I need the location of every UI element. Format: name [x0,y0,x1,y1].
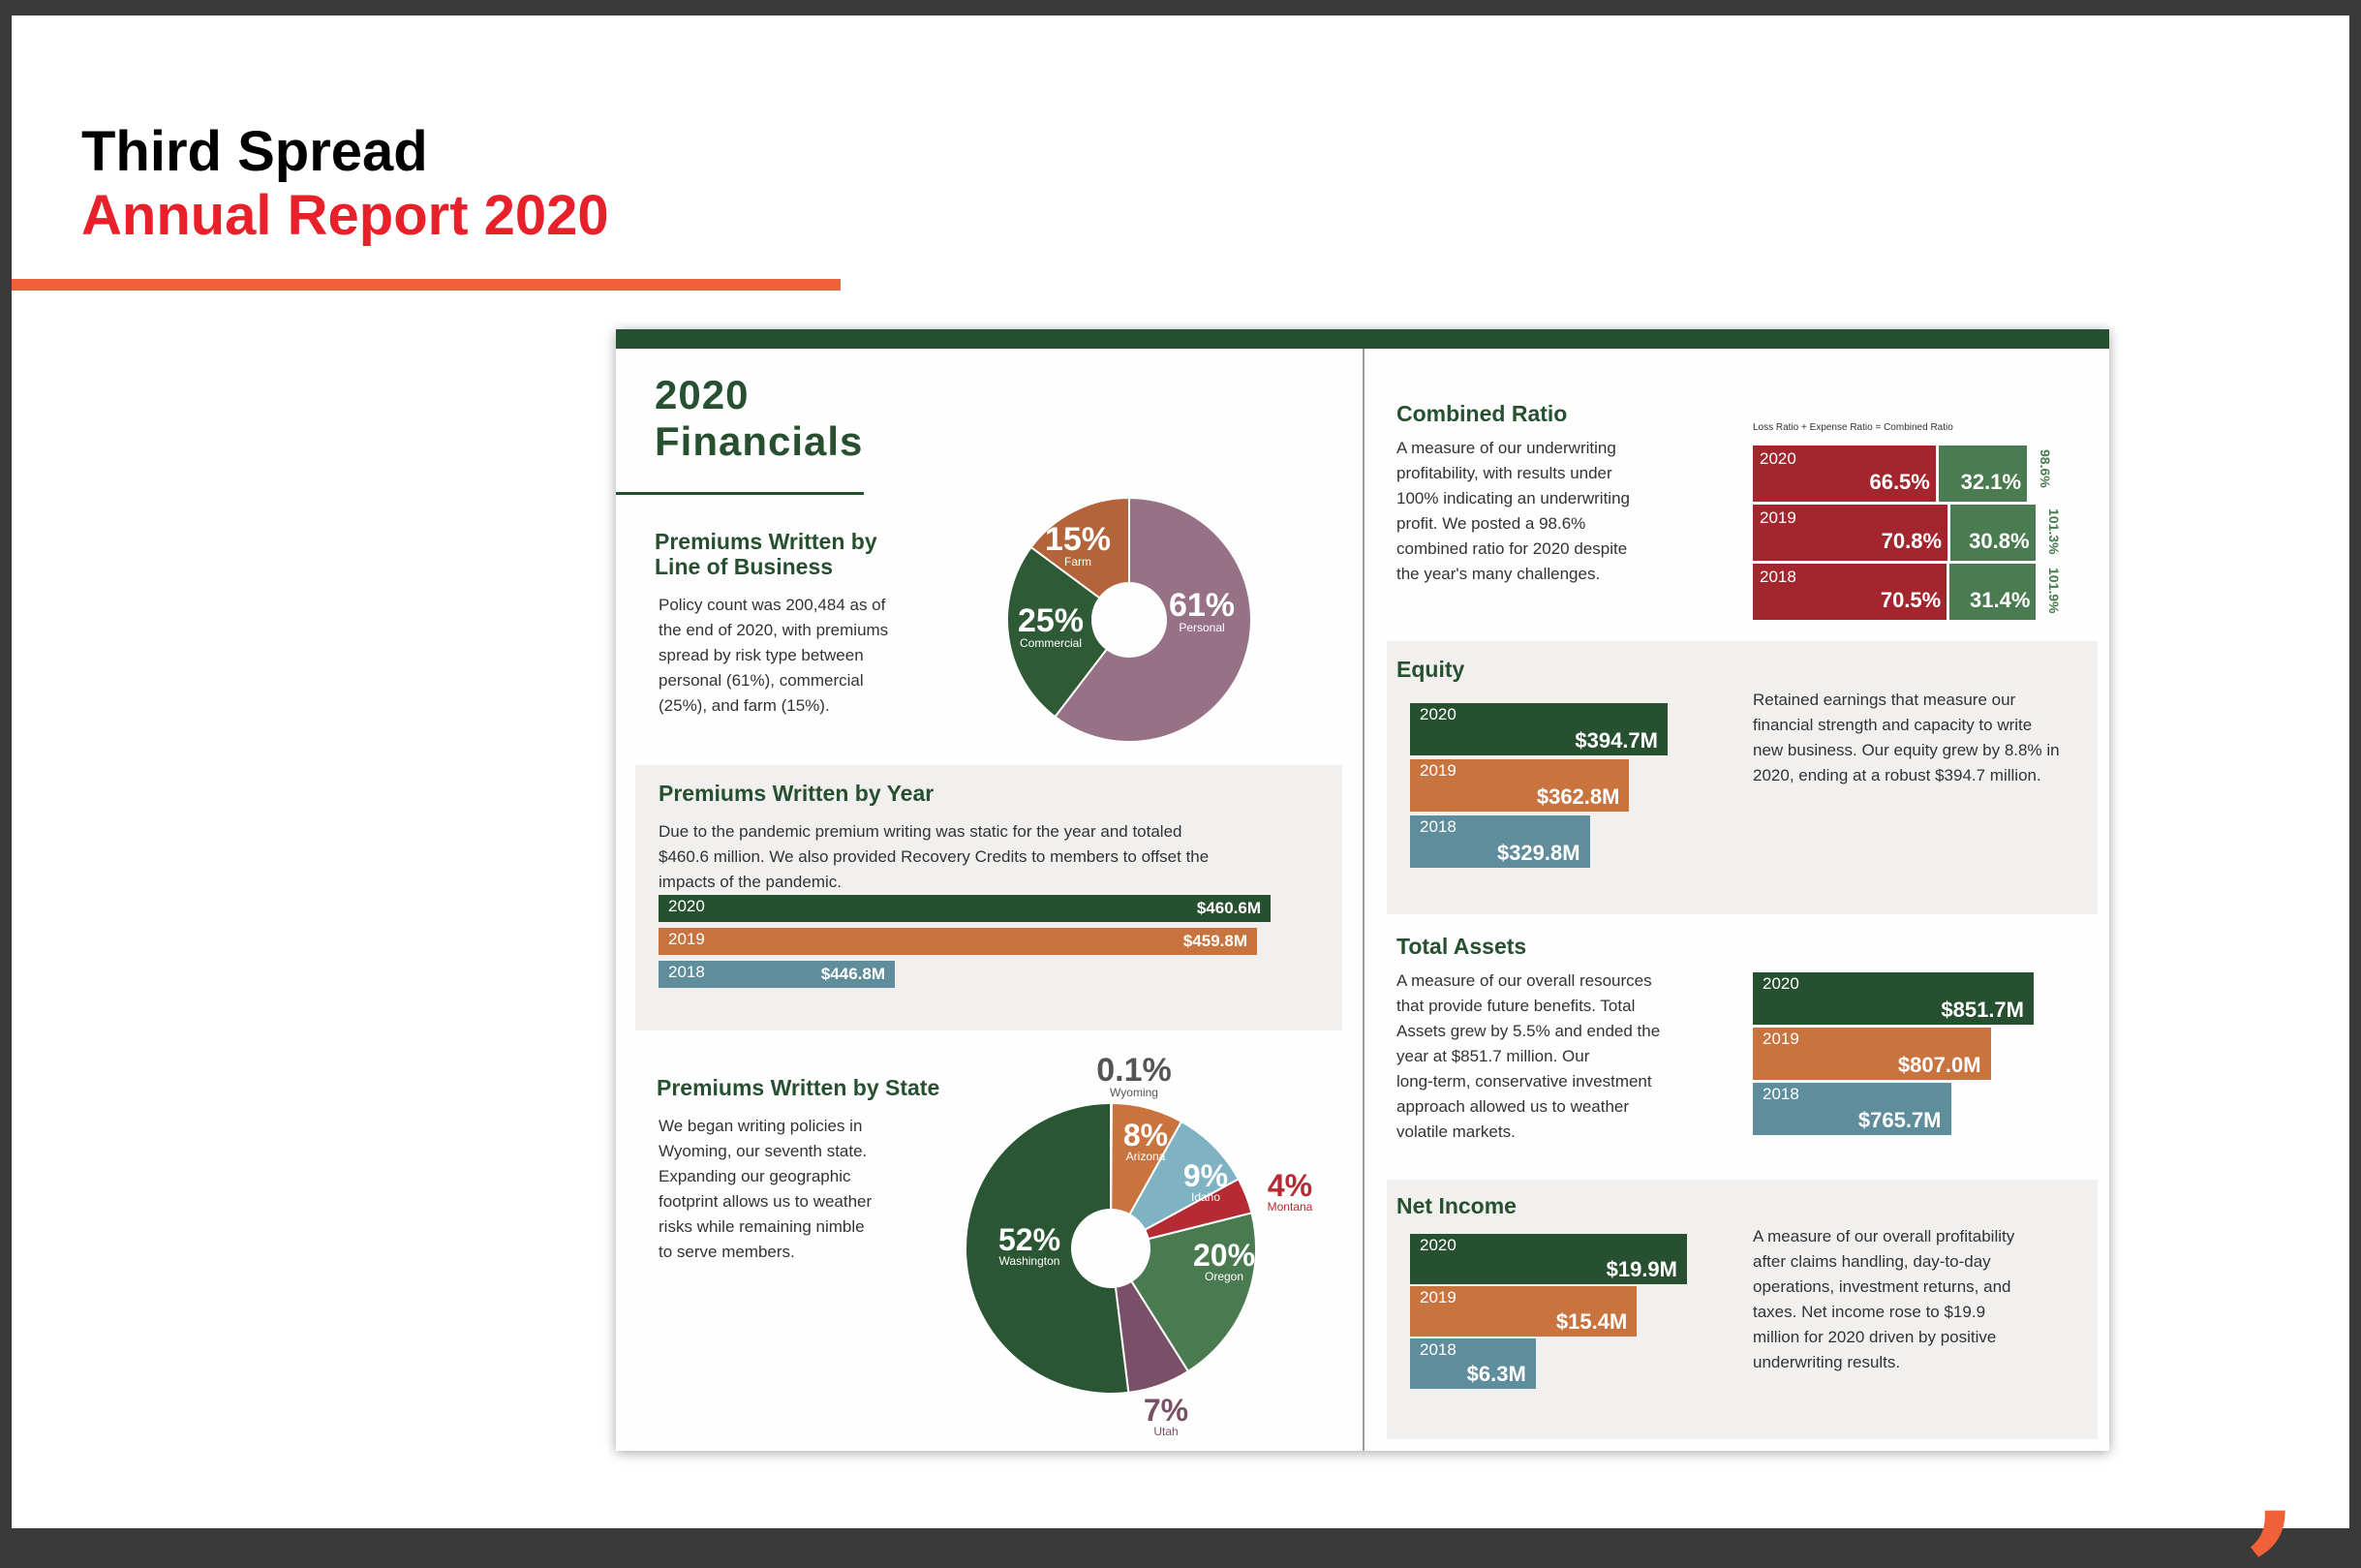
combined-ratio-loss-cell-2020: 2020 66.5% [1753,446,1936,502]
spread-top-bar [616,329,2109,349]
combined-ratio-expense-cell-2018: 31.4% [1949,564,2037,620]
by-year-value-label: $459.8M [1182,932,1247,950]
by-year-bar-2020: 2020 $460.6M [659,895,1271,922]
state-label-wyoming: 0.1% Wyoming [1096,1052,1172,1099]
lob-body: Policy count was 200,484 as of the end o… [659,596,889,715]
state-label-washington: 52% Washington [997,1222,1061,1268]
page-heading: Financials [655,418,864,464]
by-year-bar-2018: 2018 $446.8M [659,961,895,988]
lob-slice-farm [1029,496,1130,600]
net-income-year-label: 2020 [1420,1236,1456,1254]
combined-ratio-expense-cell-2020: 32.1% [1938,446,2028,502]
equity-value-label: $329.8M [1496,841,1580,865]
equity-year-label: 2020 [1420,705,1456,723]
combined-ratio-loss-cell-2018: 2018 70.5% [1753,564,1947,620]
combined-ratio-total-label: 101.3% [2045,508,2062,555]
lob-title-2: Line of Business [655,554,834,579]
equity-title: Equity [1396,657,1465,682]
combined-ratio-title: Combined Ratio [1396,401,1568,426]
combined-ratio-expense-cell-2019: 30.8% [1950,505,2036,561]
line-of-business-donut-chart [1006,496,1252,743]
combined-ratio-body: A measure of our underwriting profitabil… [1396,439,1630,583]
net-income-value-label: $15.4M [1555,1309,1628,1334]
net-income-body: A measure of our overall profitability a… [1753,1227,2015,1371]
spread-gutter [1363,349,1364,1451]
by-year-year-label: 2019 [668,930,705,948]
total-assets-body: A measure of our overall resources that … [1396,971,1661,1141]
net-income-title: Net Income [1396,1193,1517,1218]
state-slice-oregon [1129,1212,1257,1373]
total-assets-year-label: 2018 [1763,1085,1799,1103]
by-year-value-label: $460.6M [1196,899,1261,917]
state-label-arizona: 8% Arizona [1122,1118,1169,1163]
total-assets-value-label: $765.7M [1857,1108,1942,1132]
combined-ratio-total-label: 98.6% [2038,449,2054,488]
net-income-bar-2020: 2020 $19.9M [1410,1234,1687,1284]
equity-year-label: 2019 [1420,761,1456,780]
total-assets-value-label: $807.0M [1897,1053,1981,1077]
lob-label-personal: 61% Personal [1168,587,1236,634]
report-spread: 2020 Financials Premiums Written by Line… [616,329,2109,1451]
total-assets-bar-2019: 2019 $807.0M [1753,1028,1991,1080]
total-assets-bar-2018: 2018 $765.7M [1753,1083,1951,1135]
net-income-bar-2018: 2018 $6.3M [1410,1338,1536,1389]
equity-value-label: $362.8M [1536,784,1620,809]
slide-title: Third Spread [81,120,428,183]
lob-label-farm: 15% Farm [1044,521,1112,569]
premiums-by-state-donut-chart [965,1101,1257,1395]
by-year-title: Premiums Written by Year [659,781,935,806]
equity-bar-2018: 2018 $329.8M [1410,815,1590,868]
by-state-title: Premiums Written by State [657,1075,940,1100]
slide-subtitle: Annual Report 2020 [81,184,609,247]
total-assets-year-label: 2020 [1763,974,1799,993]
lob-slice-personal [1054,496,1252,743]
equity-year-label: 2018 [1420,817,1456,836]
net-income-value-label: $19.9M [1606,1257,1677,1281]
total-assets-bar-2020: 2020 $851.7M [1753,972,2034,1025]
net-income-year-label: 2018 [1420,1340,1456,1359]
state-label-utah: 7% Utah [1143,1393,1189,1438]
combined-ratio-legend: Loss Ratio + Expense Ratio = Combined Ra… [1753,422,1953,433]
total-assets-value-label: $851.7M [1941,998,2024,1022]
state-label-idaho: 9% Idaho [1182,1158,1229,1204]
combined-ratio-loss-value: 70.5% [1880,588,1942,612]
net-income-value-label: $6.3M [1466,1362,1526,1386]
equity-body: Retained earnings that measure our finan… [1753,691,2060,784]
total-assets-title: Total Assets [1396,934,1527,959]
by-year-value-label: $446.8M [820,965,885,983]
lob-label-commercial: 25% Commercial [1017,602,1085,650]
by-year-year-label: 2020 [668,897,705,915]
net-income-year-label: 2019 [1420,1288,1456,1307]
lob-title: Premiums Written by [655,529,877,554]
total-assets-year-label: 2019 [1763,1030,1799,1048]
combined-ratio-loss-cell-2019: 2019 70.8% [1753,505,1948,561]
by-year-year-label: 2018 [668,963,705,981]
combined-ratio-year-label: 2018 [1760,568,1796,586]
equity-bar-2019: 2019 $362.8M [1410,759,1630,812]
combined-ratio-loss-value: 70.8% [1881,529,1943,553]
equity-bar-2020: 2020 $394.7M [1410,703,1668,755]
lob-slice-commercial [1006,545,1109,719]
combined-ratio-year-label: 2019 [1760,508,1796,527]
state-label-montana: 4% Montana [1267,1168,1313,1214]
by-year-body: Due to the pandemic premium writing was … [659,822,1210,891]
equity-value-label: $394.7M [1575,728,1658,753]
by-state-body: We began writing policies in Wyoming, ou… [659,1117,873,1261]
by-year-bar-2019: 2019 $459.8M [659,928,1257,955]
heading-rule [616,492,864,495]
combined-ratio-total-label: 101.9% [2046,568,2063,614]
slide: Third Spread Annual Report 2020 2020 Fin… [12,15,2349,1555]
combined-ratio-year-label: 2020 [1760,449,1796,468]
state-slice-washington [965,1101,1130,1395]
page-heading-year: 2020 [655,372,750,417]
state-label-oregon: 20% Oregon [1192,1238,1256,1283]
brand-comma-logo: , [2249,1398,2300,1568]
title-underline [12,279,841,291]
combined-ratio-loss-value: 66.5% [1869,470,1930,494]
net-income-bar-2019: 2019 $15.4M [1410,1286,1638,1337]
